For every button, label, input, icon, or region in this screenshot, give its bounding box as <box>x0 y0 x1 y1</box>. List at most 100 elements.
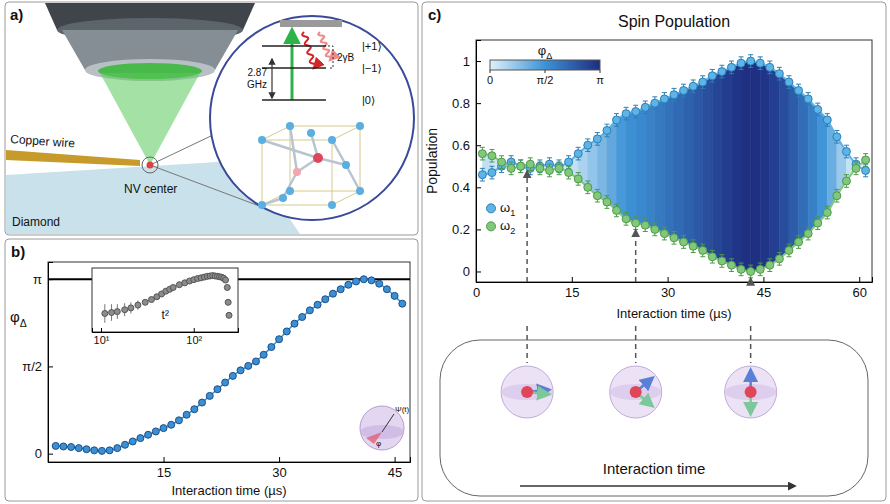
legend-marker <box>487 204 496 213</box>
point <box>114 445 121 452</box>
tick: 15 <box>565 277 579 300</box>
tick: 10² <box>186 328 202 346</box>
point <box>747 267 755 275</box>
lattice-atom <box>286 187 294 195</box>
point <box>766 63 774 71</box>
laser-cone <box>100 73 200 165</box>
tick: 15 <box>157 457 171 480</box>
point <box>862 156 870 164</box>
tick-label: 10² <box>186 334 202 346</box>
sphere <box>725 366 777 418</box>
colorbar-tick <box>600 70 601 73</box>
lattice <box>258 122 364 209</box>
point <box>545 166 553 174</box>
point <box>708 253 716 261</box>
point <box>114 309 120 315</box>
inset-background <box>92 268 238 332</box>
point <box>603 198 611 206</box>
point <box>122 307 128 313</box>
tick-mark <box>476 229 481 230</box>
point <box>727 261 735 269</box>
point <box>314 301 321 308</box>
nv-dot <box>147 162 154 169</box>
zoom-line <box>150 135 213 165</box>
point <box>206 392 213 399</box>
point <box>376 280 383 287</box>
lattice-bond <box>290 126 297 172</box>
point <box>862 166 870 174</box>
axis-line <box>477 277 873 283</box>
phase-fill <box>645 103 655 229</box>
lattice-bond <box>283 172 297 198</box>
point <box>291 320 298 327</box>
axis-line <box>477 41 482 283</box>
frequency-unit: GHz <box>247 79 267 90</box>
point <box>337 286 344 293</box>
tick: 0 <box>35 446 53 461</box>
label-sub: 1 <box>510 208 515 218</box>
point <box>670 234 678 242</box>
energy-level <box>262 45 326 47</box>
tick: 0 <box>463 264 481 279</box>
panel-frame <box>422 2 886 501</box>
lattice-bond <box>332 140 346 165</box>
point <box>613 206 621 214</box>
panel-c: 01530456000.20.40.60.81c)Spin Population… <box>424 6 873 496</box>
point <box>137 435 144 442</box>
point <box>191 406 198 413</box>
tick-mark <box>763 277 764 282</box>
equator <box>501 384 553 400</box>
point <box>199 399 206 406</box>
point <box>160 425 167 432</box>
point <box>804 95 812 103</box>
tick-mark <box>476 187 481 188</box>
lattice-atom <box>286 122 294 130</box>
label-main: ω <box>500 200 510 215</box>
point <box>183 411 190 418</box>
point <box>593 135 601 143</box>
point <box>329 290 336 297</box>
tick: 0.6 <box>452 138 481 153</box>
point <box>122 441 129 448</box>
phase-fill <box>722 67 732 265</box>
point <box>142 299 148 305</box>
point <box>399 300 406 307</box>
tick-label: π <box>33 272 42 287</box>
label-sub: 2 <box>510 226 515 236</box>
point <box>488 169 496 177</box>
tick-mark <box>668 277 669 282</box>
sphere <box>610 366 662 418</box>
phase-fill <box>789 82 799 250</box>
tick-label: 45 <box>757 285 771 300</box>
tick-mark <box>476 103 481 104</box>
point <box>785 78 793 86</box>
x-axis-title: Interaction time (µs) <box>616 306 731 321</box>
tick: 1 <box>463 54 481 69</box>
bloch-sphere <box>610 366 662 418</box>
series-line <box>482 154 865 272</box>
phase-fill <box>731 63 741 269</box>
phase-fill <box>712 72 722 261</box>
point <box>225 299 231 305</box>
point <box>641 103 649 111</box>
axis-line <box>49 263 54 463</box>
emission-arrow <box>302 32 316 68</box>
spin-center <box>521 386 533 398</box>
tick-mark <box>859 277 860 282</box>
phase-fill <box>799 91 809 243</box>
point <box>651 99 659 107</box>
point <box>613 116 621 124</box>
point <box>517 162 525 170</box>
point <box>689 82 697 90</box>
label-main: ω <box>500 218 510 233</box>
lattice-edge <box>332 126 360 140</box>
point <box>584 183 592 191</box>
tick-label: 0.2 <box>452 222 470 237</box>
point <box>283 328 290 335</box>
point <box>83 446 90 453</box>
lattice-bond <box>262 140 318 158</box>
angle-label: φ <box>376 439 381 448</box>
tick-mark <box>476 61 481 62</box>
axis-line <box>93 328 239 333</box>
phase-fill <box>808 99 818 234</box>
